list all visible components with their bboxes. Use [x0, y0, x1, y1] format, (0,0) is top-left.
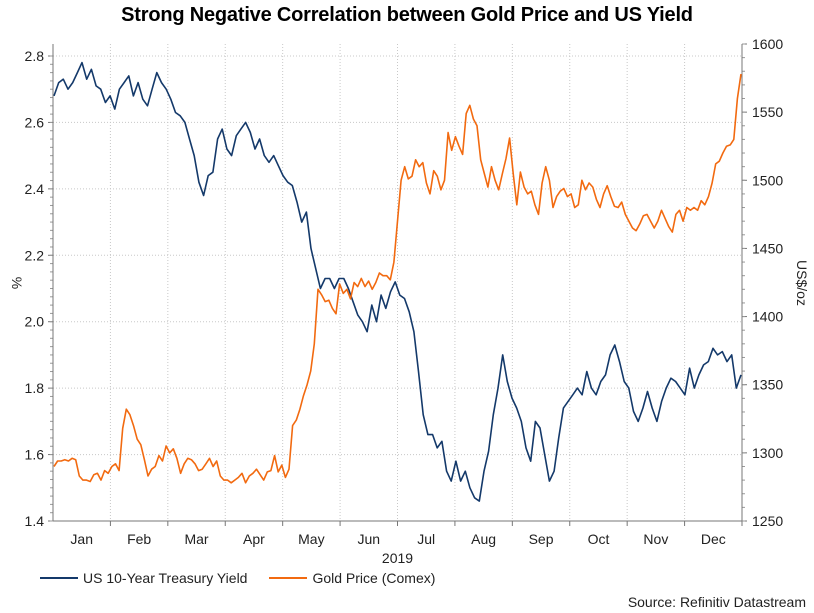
x-tick-label: Oct: [588, 531, 610, 547]
x-tick-label: Sep: [529, 531, 554, 547]
right-tick-label: 1250: [752, 513, 783, 529]
x-tick-label: Apr: [243, 531, 265, 547]
x-tick-label: Mar: [184, 531, 208, 547]
left-tick-label: 2.0: [25, 314, 45, 330]
x-tick-label: May: [298, 531, 324, 547]
x-tick-label: Aug: [471, 531, 496, 547]
right-axis-title: US$/oz: [794, 260, 810, 306]
left-tick-label: 2.4: [25, 181, 45, 197]
series-lines: [53, 61, 742, 502]
axes: [48, 43, 747, 526]
left-tick-label: 1.6: [25, 447, 45, 463]
legend-swatch-gold: [269, 577, 308, 579]
x-tick-label: Nov: [643, 531, 668, 547]
left-tick-label: 2.8: [25, 48, 45, 64]
tick-labels: 1.4 1.6 1.8 2.0 2.2 2.4 2.6 2.8 1250 1300 1350 1400…: [9, 36, 810, 566]
legend-item-yield: US 10-Year Treasury Yield: [40, 570, 247, 586]
left-tick-label: 1.4: [25, 513, 45, 529]
x-tick-label: Dec: [701, 531, 726, 547]
x-tick-label: Jul: [417, 531, 435, 547]
right-tick-label: 1300: [752, 445, 783, 461]
right-tick-label: 1400: [752, 309, 783, 325]
right-tick-label: 1450: [752, 240, 783, 256]
left-tick-label: 2.6: [25, 114, 45, 130]
source-note: Source: Refinitiv Datastream: [627, 594, 806, 610]
right-tick-label: 1600: [752, 36, 783, 52]
right-tick-label: 1500: [752, 172, 783, 188]
series-line-us-10y-yield: [53, 61, 742, 502]
gridlines: [53, 44, 743, 521]
x-tick-label: Jun: [358, 531, 381, 547]
series-line-gold-price: [53, 73, 742, 484]
legend: US 10-Year Treasury Yield Gold Price (Co…: [40, 570, 457, 586]
x-axis-title: 2019: [382, 550, 413, 566]
legend-label-gold: Gold Price (Comex): [312, 570, 436, 586]
left-tick-label: 2.2: [25, 247, 45, 263]
legend-label-yield: US 10-Year Treasury Yield: [83, 570, 248, 586]
right-tick-label: 1350: [752, 377, 783, 393]
legend-swatch-yield: [40, 577, 78, 579]
chart-title: Strong Negative Correlation between Gold…: [121, 4, 693, 26]
x-tick-label: Jan: [70, 531, 93, 547]
x-tick-label: Feb: [127, 531, 151, 547]
left-tick-label: 1.8: [25, 380, 45, 396]
left-axis-title: %: [9, 277, 25, 289]
right-tick-label: 1550: [752, 104, 783, 120]
legend-item-gold: Gold Price (Comex): [269, 570, 435, 586]
